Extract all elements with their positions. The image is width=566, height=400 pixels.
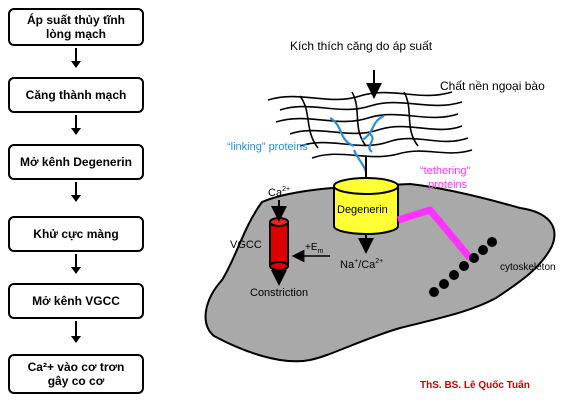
flow-step-vessel-stretch: Căng thành mạch <box>8 77 144 113</box>
flow-arrow <box>71 115 81 135</box>
smooth-muscle-cell <box>204 182 556 363</box>
flow-step-text: Ca²+ vào cơ trơn <box>27 360 125 374</box>
flow-step-open-degenerin: Mở kênh Degenerin <box>8 144 144 180</box>
tethering-proteins <box>396 206 473 261</box>
ecm-label: Chất nền ngoại bào <box>440 79 545 93</box>
degenerin-channel <box>333 177 399 235</box>
calcium-label: Ca2+ <box>268 186 290 199</box>
membrane-potential-label: +Em <box>305 242 324 255</box>
ion-label: Na+/Ca2+ <box>340 258 383 271</box>
stimulus-label: Kích thích căng do áp suất <box>290 39 433 53</box>
cytoskeleton <box>429 237 497 297</box>
author-credit: ThS. BS. Lê Quốc Tuấn <box>420 379 530 391</box>
flow-step-calcium-contraction: Ca²+ vào cơ trơn gây co cơ <box>8 354 144 394</box>
tethering-proteins-label: proteins <box>428 179 468 191</box>
flow-step-text: Căng thành mạch <box>25 88 127 102</box>
flow-arrow <box>71 182 81 202</box>
cytoskeleton-label: cytoskeleton <box>500 262 556 273</box>
flow-step-depolarization: Khử cực màng <box>8 216 144 252</box>
flow-step-open-vgcc: Mở kênh VGCC <box>8 283 144 319</box>
tethering-proteins-label: “tethering” <box>420 165 470 177</box>
flow-step-text: Mở kênh Degenerin <box>20 155 132 169</box>
flow-step-text: Khử cực màng <box>33 227 119 241</box>
degenerin-label: Degenerin <box>337 204 388 216</box>
flow-step-text: gây co cơ <box>47 374 105 388</box>
flow-arrow <box>71 321 81 343</box>
extracellular-matrix <box>267 91 473 159</box>
flow-step-text: Áp suất thủy tĩnh <box>27 13 125 27</box>
flow-step-text: lòng mạch <box>45 27 106 41</box>
flow-step-hydrostatic-pressure: Áp suất thủy tĩnh lòng mạch <box>8 8 144 46</box>
flow-step-text: Mở kênh VGCC <box>32 294 120 308</box>
vgcc-channel <box>269 217 289 271</box>
flow-arrow <box>71 254 81 274</box>
linking-proteins-label: “linking” proteins <box>227 141 308 153</box>
flow-arrow <box>71 48 81 68</box>
constriction-label: Constriction <box>250 287 308 299</box>
vgcc-label: VGCC <box>230 239 262 251</box>
